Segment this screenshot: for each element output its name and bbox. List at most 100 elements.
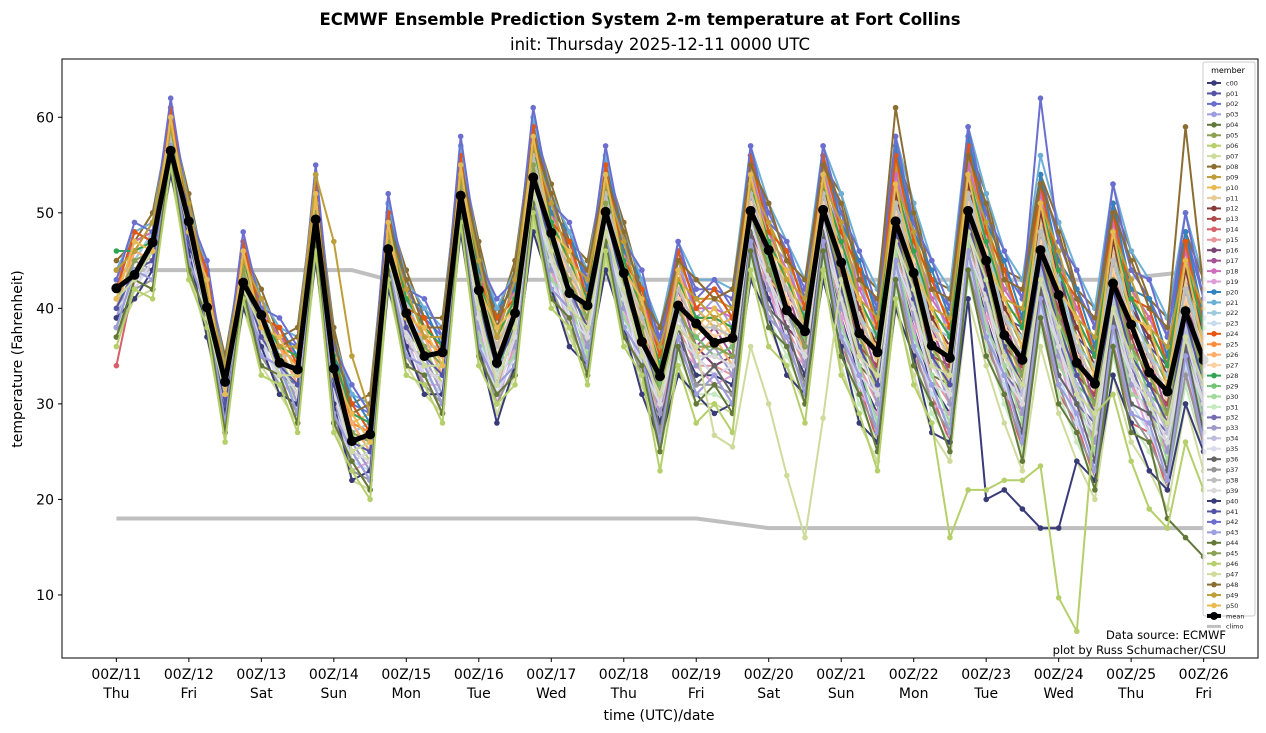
- legend-label: p06: [1226, 142, 1238, 150]
- legend-label: p46: [1226, 560, 1238, 568]
- legend-label: p01: [1226, 90, 1238, 98]
- legend-label: p09: [1226, 173, 1238, 181]
- legend-label: p36: [1226, 456, 1238, 464]
- member-point-p47: [765, 401, 772, 407]
- member-point-p28: [838, 238, 844, 245]
- member-point-p38: [929, 324, 935, 331]
- mean-point: [582, 300, 593, 311]
- x-tick-label: 00Z/19: [671, 667, 721, 683]
- member-point-p47: [820, 415, 826, 422]
- member-point-p48: [1019, 286, 1026, 293]
- member-point-p31: [711, 391, 718, 398]
- mean-point: [1144, 367, 1155, 378]
- mean-point: [401, 308, 412, 319]
- mean-point: [763, 245, 774, 256]
- legend-label: p18: [1226, 267, 1238, 275]
- member-point-p40: [276, 391, 283, 398]
- legend-marker: [1211, 560, 1217, 567]
- legend-entry-p33: p33: [1207, 424, 1238, 432]
- legend-entry-p20: p20: [1207, 288, 1238, 296]
- legend-entry-p27: p27: [1207, 361, 1238, 369]
- member-point-p44: [1182, 534, 1189, 541]
- member-point-p44: [1146, 439, 1153, 445]
- member-point-p50: [240, 248, 246, 254]
- member-point-p46: [1164, 525, 1171, 531]
- member-point-p44: [747, 248, 754, 254]
- legend-label: p03: [1226, 111, 1238, 119]
- member-point-p49: [983, 219, 989, 226]
- member-point-p47: [784, 472, 790, 479]
- member-point-p44: [494, 391, 500, 398]
- member-point-p42: [675, 238, 681, 245]
- legend-label: p19: [1226, 278, 1238, 286]
- legend-marker: [1211, 90, 1217, 97]
- member-point-p48: [765, 200, 772, 207]
- member-point-p50: [1001, 296, 1008, 302]
- legend-entry-p07: p07: [1207, 152, 1238, 160]
- member-point-p42: [204, 257, 210, 264]
- member-point-p42: [385, 190, 392, 197]
- member-point-p48: [1128, 257, 1134, 264]
- legend-entry-p17: p17: [1207, 257, 1238, 265]
- mean-point: [510, 308, 520, 319]
- legend-marker: [1211, 550, 1217, 557]
- y-tick-label: 50: [36, 206, 54, 222]
- member-point-p46: [566, 324, 573, 331]
- member-point-p45: [802, 343, 808, 350]
- member-point-p44: [675, 343, 681, 350]
- member-point-p48: [729, 286, 736, 293]
- member-point-p48: [1146, 305, 1153, 312]
- mean-point: [346, 436, 357, 447]
- member-point-p49: [113, 267, 120, 273]
- legend-entry-p05: p05: [1207, 132, 1238, 140]
- member-point-p42: [1037, 95, 1044, 101]
- legend-entry-p08: p08: [1207, 163, 1238, 171]
- member-point-p24: [784, 248, 790, 254]
- x-tick-day-label: Sat: [250, 686, 273, 702]
- member-point-p24: [693, 305, 699, 312]
- legend-label: p13: [1226, 215, 1238, 223]
- mean-point: [818, 204, 829, 215]
- legend-entry-p31: p31: [1207, 403, 1238, 411]
- legend-label: p50: [1226, 602, 1238, 610]
- member-point-p46: [349, 468, 355, 474]
- member-point-p40: [349, 477, 355, 484]
- member-point-p50: [965, 171, 971, 178]
- legend-label: p33: [1226, 424, 1238, 432]
- member-point-p48: [784, 257, 790, 264]
- mean-point: [1108, 278, 1118, 289]
- legend-marker: [1211, 508, 1217, 515]
- member-point-p26: [349, 420, 355, 426]
- member-point-p07: [947, 458, 953, 465]
- member-point-p40: [566, 343, 573, 350]
- legend-label: mean: [1226, 612, 1244, 620]
- member-point-p39: [512, 334, 518, 340]
- x-tick-day-label: Fri: [181, 686, 198, 702]
- member-point-p43: [784, 334, 790, 340]
- legend-marker: [1211, 372, 1217, 379]
- member-point-p21: [349, 391, 355, 398]
- member-point-p50: [222, 391, 228, 398]
- legend-entry-p28: p28: [1207, 372, 1238, 380]
- member-point-p47: [657, 391, 663, 398]
- member-point-p50: [856, 296, 863, 302]
- legend-entry-p36: p36: [1207, 456, 1238, 464]
- mean-point: [981, 255, 992, 266]
- member-point-p11: [1146, 343, 1153, 350]
- member-point-p24: [711, 286, 718, 293]
- member-point-p39: [729, 362, 736, 369]
- member-point-p47: [566, 305, 573, 312]
- mean-point: [274, 357, 285, 368]
- member-point-p44: [693, 401, 699, 407]
- member-point-p44: [1074, 429, 1080, 436]
- member-point-p36: [1146, 410, 1153, 417]
- member-point-p40: [784, 372, 790, 379]
- member-point-p42: [1110, 181, 1116, 187]
- member-point-p44: [1055, 401, 1062, 407]
- legend-entry-p01: p01: [1207, 90, 1238, 98]
- member-point-p47: [1001, 353, 1008, 359]
- member-point-p38: [639, 315, 645, 321]
- member-point-p42: [566, 219, 573, 226]
- member-point-p28: [910, 248, 917, 254]
- mean-point: [310, 214, 321, 225]
